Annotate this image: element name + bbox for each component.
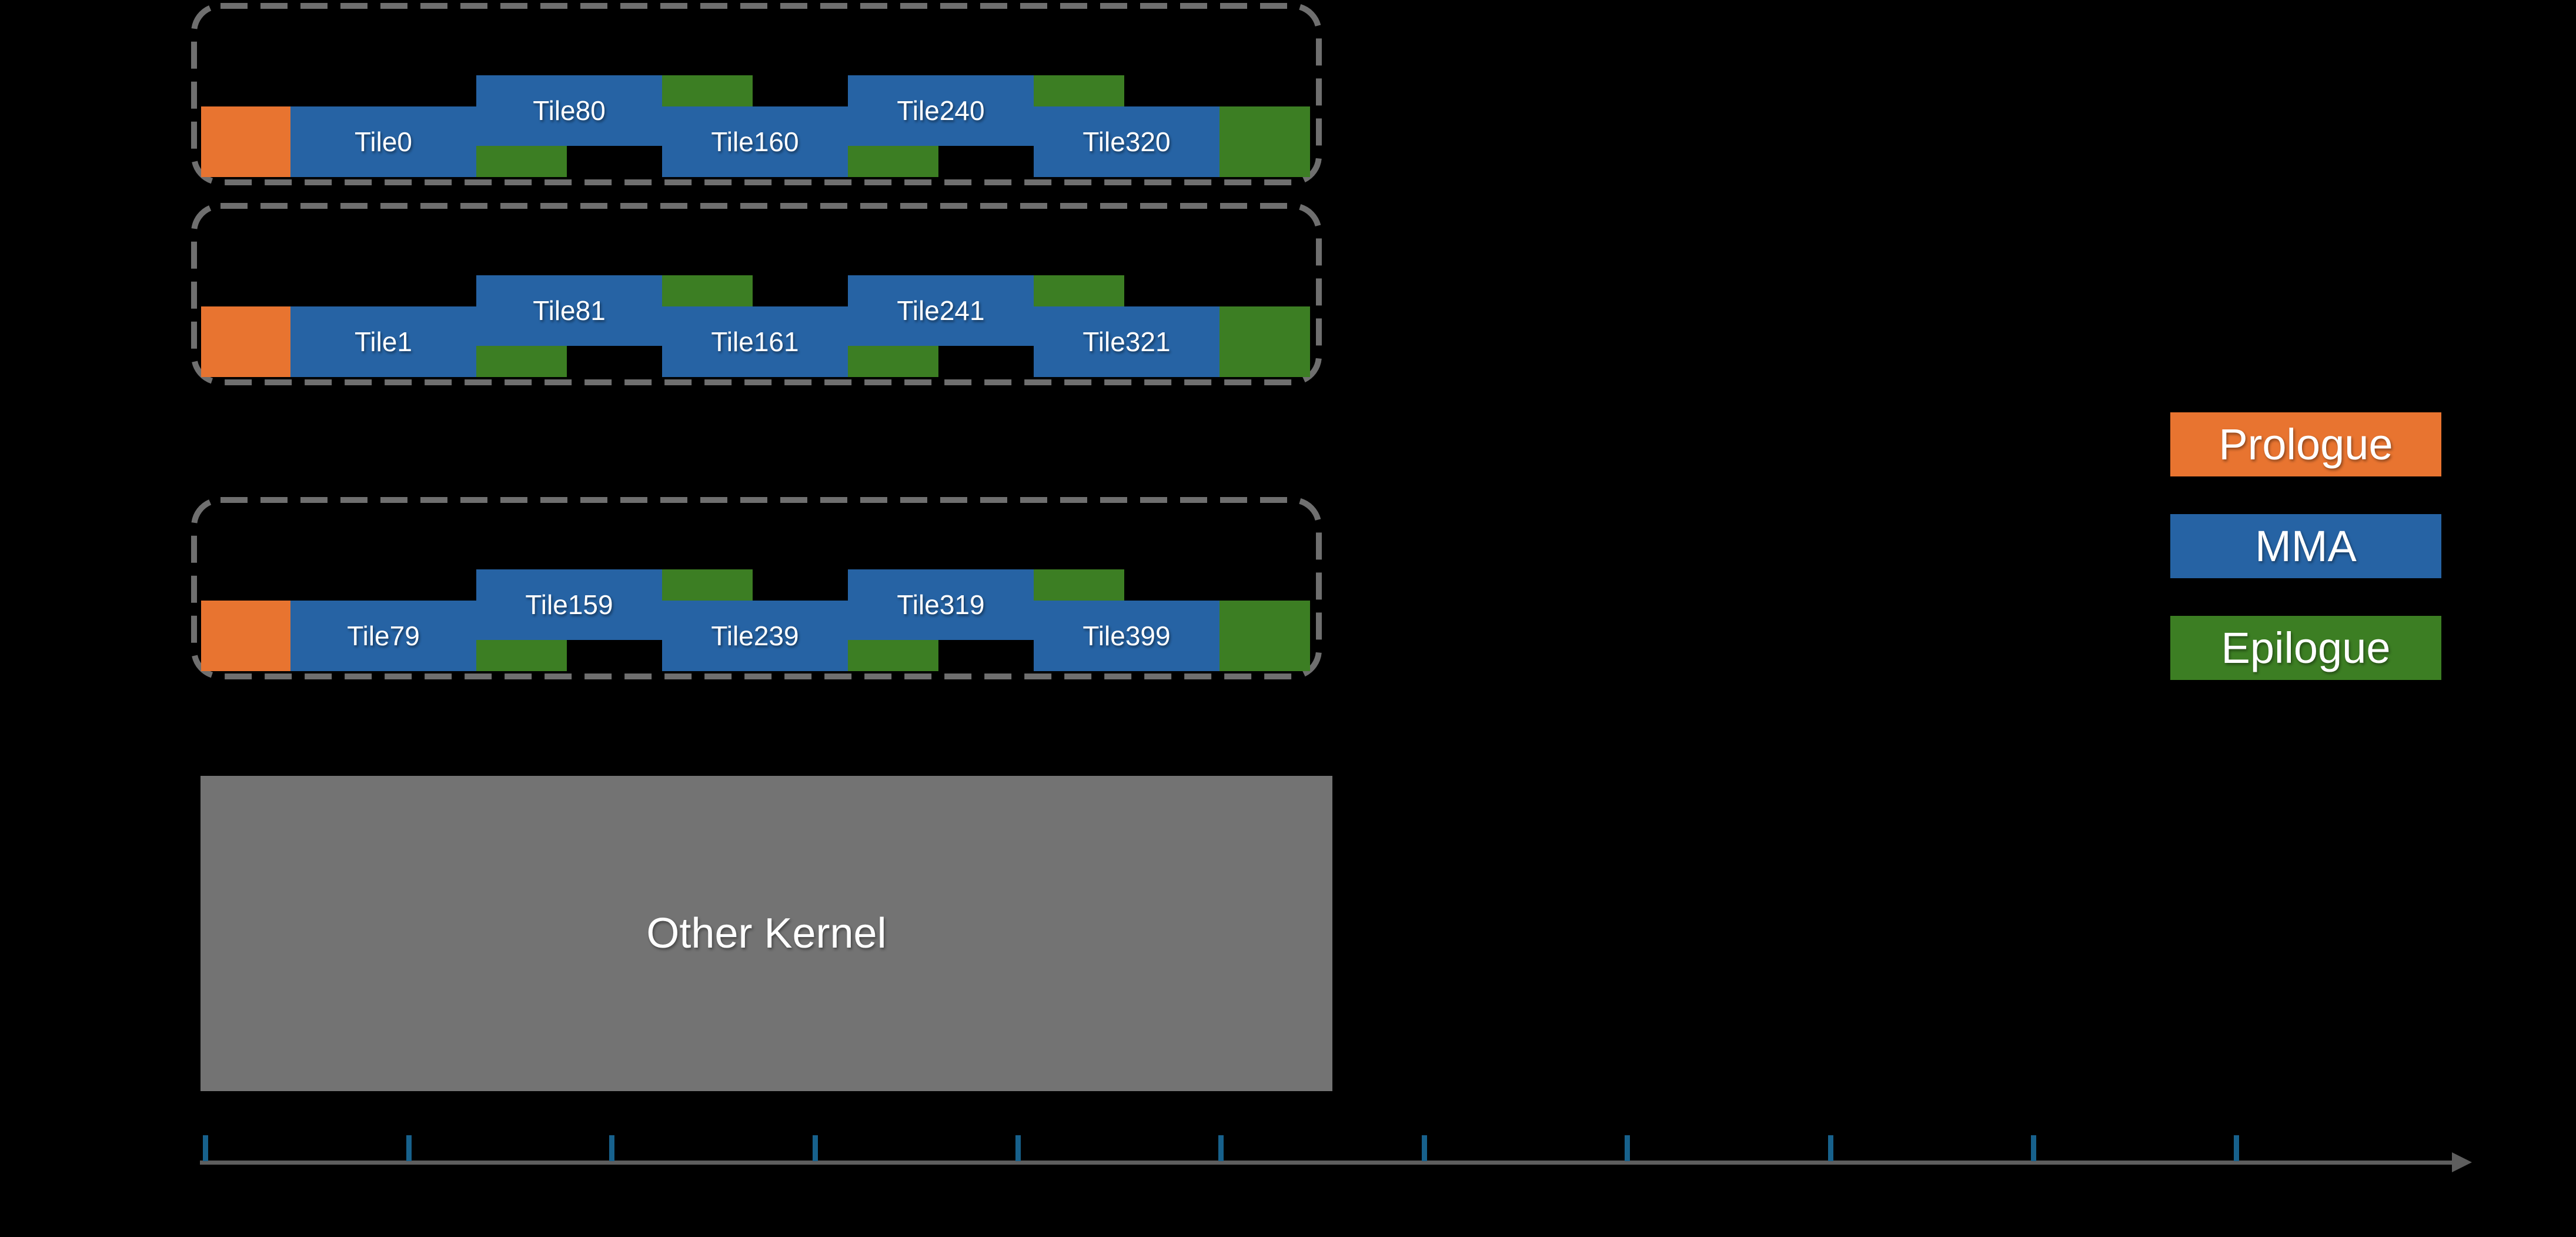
wave-dashed-border xyxy=(191,203,1322,385)
tile-block: Tile319 xyxy=(848,569,1034,640)
tile-block: Tile239 xyxy=(662,601,848,671)
other-kernel-block: Other Kernel xyxy=(201,776,1332,1091)
time-axis-tick xyxy=(2234,1135,2239,1161)
time-axis-tick xyxy=(609,1135,614,1161)
tile-block: Tile161 xyxy=(662,306,848,377)
tile-block: Tile160 xyxy=(662,106,848,177)
tile-block: Tile81 xyxy=(476,275,662,346)
legend-item-mma: MMA xyxy=(2170,514,2441,578)
tile-block: Tile0 xyxy=(290,106,476,177)
time-axis-tick xyxy=(203,1135,208,1161)
time-axis-tick xyxy=(2031,1135,2036,1161)
time-axis-tick xyxy=(1422,1135,1427,1161)
time-axis-tick xyxy=(813,1135,818,1161)
tile-label: Tile319 xyxy=(897,589,985,620)
other-kernel-label: Other Kernel xyxy=(646,910,887,957)
tile-block: Tile240 xyxy=(848,75,1034,146)
wave-dashed-border xyxy=(191,3,1322,185)
tile-block: Tile79 xyxy=(290,601,476,671)
tile-label: Tile159 xyxy=(525,589,613,620)
tile-block: Tile399 xyxy=(1034,601,1219,671)
time-axis-tick xyxy=(1015,1135,1021,1161)
time-axis-tick xyxy=(1828,1135,1833,1161)
tile-label: Tile81 xyxy=(533,295,606,326)
sm-wave-row-second: Tile1 Tile81 Tile161 Tile241 Tile321 xyxy=(191,203,1322,385)
time-axis-line xyxy=(200,1161,2454,1165)
tile-label: Tile1 xyxy=(355,326,412,357)
legend-label-prologue: Prologue xyxy=(2218,419,2393,469)
time-axis-tick xyxy=(1218,1135,1224,1161)
tile-label: Tile80 xyxy=(533,95,606,126)
tile-block: Tile320 xyxy=(1034,106,1219,177)
time-axis-tick xyxy=(406,1135,412,1161)
legend-item-prologue: Prologue xyxy=(2170,412,2441,476)
tile-label: Tile239 xyxy=(711,621,799,651)
sm-wave-row-last: Tile79 Tile159 Tile239 Tile319 Tile399 xyxy=(191,497,1322,679)
tile-label: Tile240 xyxy=(897,95,985,126)
legend-label-mma: MMA xyxy=(2255,521,2357,571)
tile-block: Tile1 xyxy=(290,306,476,377)
tile-block: Tile159 xyxy=(476,569,662,640)
prologue-block xyxy=(201,601,290,671)
tile-label: Tile160 xyxy=(711,126,799,157)
prologue-block xyxy=(201,306,290,377)
tile-label: Tile399 xyxy=(1082,621,1171,651)
tile-label: Tile321 xyxy=(1082,326,1171,357)
prologue-block xyxy=(201,106,290,177)
epilogue-block xyxy=(1219,601,1310,671)
tile-block: Tile321 xyxy=(1034,306,1219,377)
wave-dashed-border xyxy=(191,497,1322,679)
sm-wave-row-first: Tile0 Tile80 Tile160 Tile240 Tile320 xyxy=(191,3,1322,185)
time-axis-tick xyxy=(1625,1135,1630,1161)
legend-label-epilogue: Epilogue xyxy=(2221,623,2391,672)
tile-label: Tile320 xyxy=(1082,126,1171,157)
tile-label: Tile0 xyxy=(355,126,412,157)
tile-block: Tile241 xyxy=(848,275,1034,346)
tile-block: Tile80 xyxy=(476,75,662,146)
tile-label: Tile241 xyxy=(897,295,985,326)
tile-label: Tile161 xyxy=(711,326,799,357)
epilogue-block xyxy=(1219,306,1310,377)
time-axis-arrowhead-icon xyxy=(2452,1152,2472,1172)
legend-item-epilogue: Epilogue xyxy=(2170,616,2441,680)
epilogue-block xyxy=(1219,106,1310,177)
tile-label: Tile79 xyxy=(347,621,420,651)
